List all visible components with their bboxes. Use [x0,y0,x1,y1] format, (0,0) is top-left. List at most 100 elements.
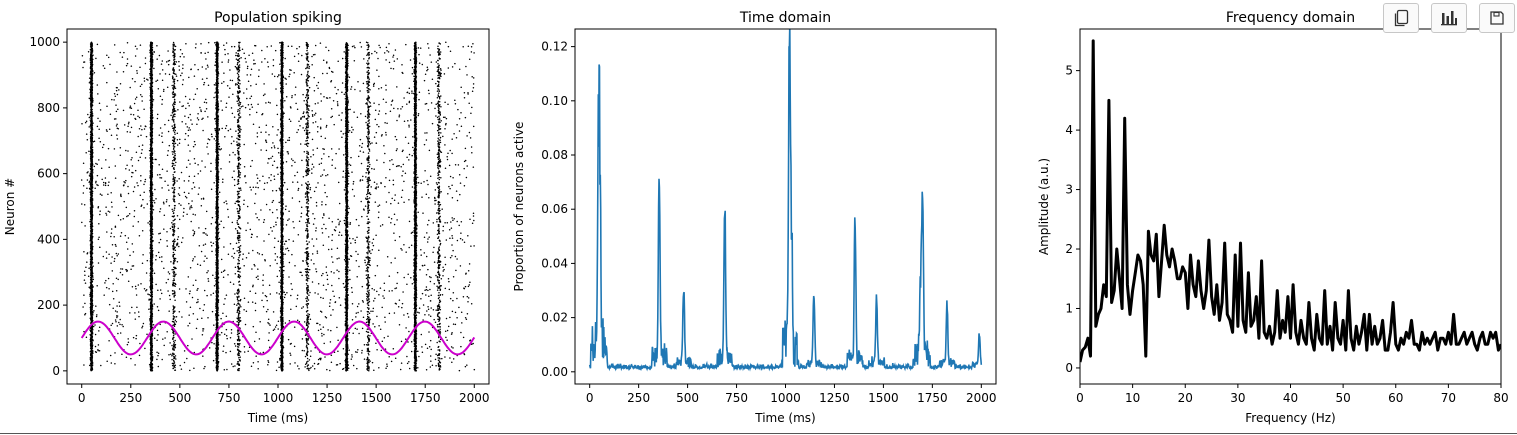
spike [277,240,280,243]
spike [321,217,324,219]
spike [444,287,447,290]
spike [223,201,225,204]
spike [462,336,465,339]
spike [168,272,171,275]
spike [187,159,190,161]
spike [396,86,398,88]
spike [96,285,98,287]
spike [119,318,121,321]
spike [315,201,318,204]
spike [321,204,323,206]
spike [331,159,334,161]
spike [330,271,333,273]
spike [220,168,222,170]
spike [188,127,190,129]
spike [404,172,407,174]
spike [134,118,137,120]
spike [276,134,278,136]
spike [140,179,142,182]
spike [94,324,96,326]
spike [184,138,186,141]
spike [165,61,168,63]
spike [297,128,300,131]
spike [348,331,351,334]
spike [118,301,120,304]
spike [197,287,199,290]
spike [372,310,374,313]
spike [320,118,322,120]
spike [235,130,237,132]
spike [411,90,413,92]
spike [411,92,413,94]
spike [348,207,350,210]
spike [386,122,388,125]
spike [326,368,328,371]
spike [449,316,451,319]
spike [425,294,427,296]
spike [90,209,93,212]
spike [468,102,470,105]
spike [309,186,312,189]
spike [290,308,292,310]
spike [449,50,452,52]
spike [118,321,120,324]
spike [378,294,380,296]
spike [183,180,186,182]
spike [471,106,473,109]
spike [108,253,110,255]
spike [460,86,462,88]
spike [404,338,407,340]
spike [303,111,305,113]
spike [182,211,185,213]
spike [459,265,462,267]
spike [236,183,239,185]
spike [459,182,462,184]
spike [448,164,451,167]
spike [224,136,226,138]
spike [449,297,452,300]
spike [452,358,455,360]
spike [81,203,83,205]
spike [435,82,437,85]
spike [131,171,133,174]
spike [80,179,83,181]
spike [138,234,141,237]
spike [341,91,343,94]
spike [136,182,138,184]
spike [355,312,358,314]
spike [141,83,143,86]
spike [378,110,381,112]
spike [175,75,178,77]
spike [317,358,320,361]
spike [272,142,274,144]
spike [90,179,93,181]
spike [189,206,191,208]
spike [301,54,303,57]
spike [386,49,388,52]
spike [152,99,155,101]
spike [451,196,454,199]
spike [455,269,457,272]
spike [288,276,290,278]
spike [358,145,361,147]
spike [188,322,191,324]
spike [273,225,275,228]
spike [354,351,357,353]
spike [189,129,191,131]
spike [139,85,142,88]
spike [178,194,181,196]
spike [455,190,458,192]
spike [285,224,288,226]
spike [161,60,164,62]
spike [261,61,263,63]
spike [326,278,329,281]
spike [210,222,213,225]
spike [225,102,228,104]
spike [428,295,430,297]
spike [272,199,275,202]
spike [108,166,110,168]
spike [267,322,269,324]
spike [277,320,280,322]
spike [90,165,92,168]
spike [163,228,165,230]
